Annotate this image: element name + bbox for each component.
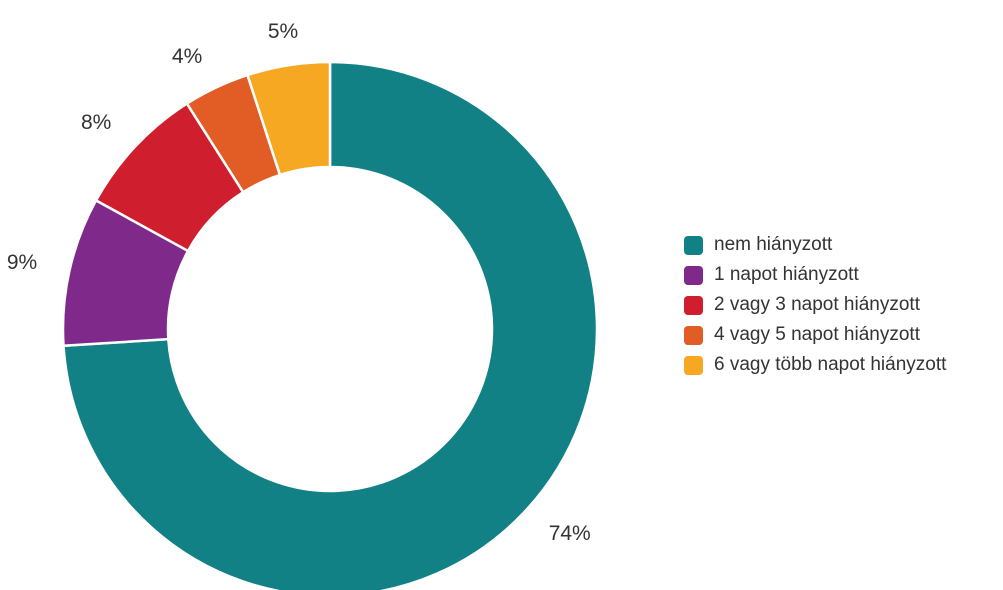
legend-item-2-vagy-3-napot: 2 vagy 3 napot hiányzott bbox=[684, 290, 946, 320]
donut-slice-4 bbox=[246, 60, 332, 177]
donut-chart: 74% 9% 8% 4% 5% bbox=[7, 20, 599, 590]
legend-label: 4 vagy 5 napot hiányzott bbox=[714, 324, 920, 345]
legend-swatch bbox=[684, 295, 703, 315]
legend-item-4-vagy-5-napot: 4 vagy 5 napot hiányzott bbox=[684, 320, 946, 350]
legend-label: nem hiányzott bbox=[714, 234, 833, 255]
legend-swatch bbox=[684, 355, 703, 375]
donut-slice-0 bbox=[62, 60, 599, 590]
legend-item-nem-hianyzott: nem hiányzott bbox=[684, 230, 946, 260]
slice-value-label: 4% bbox=[172, 45, 202, 68]
legend-label: 6 vagy több napot hiányzott bbox=[714, 354, 947, 375]
slice-value-label: 5% bbox=[268, 20, 298, 43]
legend-label: 1 napot hiányzott bbox=[714, 264, 859, 285]
slice-value-label: 8% bbox=[81, 111, 111, 134]
legend-item-6-vagy-tobb-napot: 6 vagy több napot hiányzott bbox=[684, 350, 946, 380]
legend-swatch bbox=[684, 265, 703, 285]
legend-swatch bbox=[684, 235, 703, 255]
slice-value-label: 74% bbox=[549, 522, 591, 545]
slice-value-label: 9% bbox=[7, 251, 37, 274]
legend-item-1-napot: 1 napot hiányzott bbox=[684, 260, 946, 290]
legend-swatch bbox=[684, 325, 703, 345]
legend-label: 2 vagy 3 napot hiányzott bbox=[714, 294, 920, 315]
legend: nem hiányzott 1 napot hiányzott 2 vagy 3… bbox=[684, 230, 946, 380]
